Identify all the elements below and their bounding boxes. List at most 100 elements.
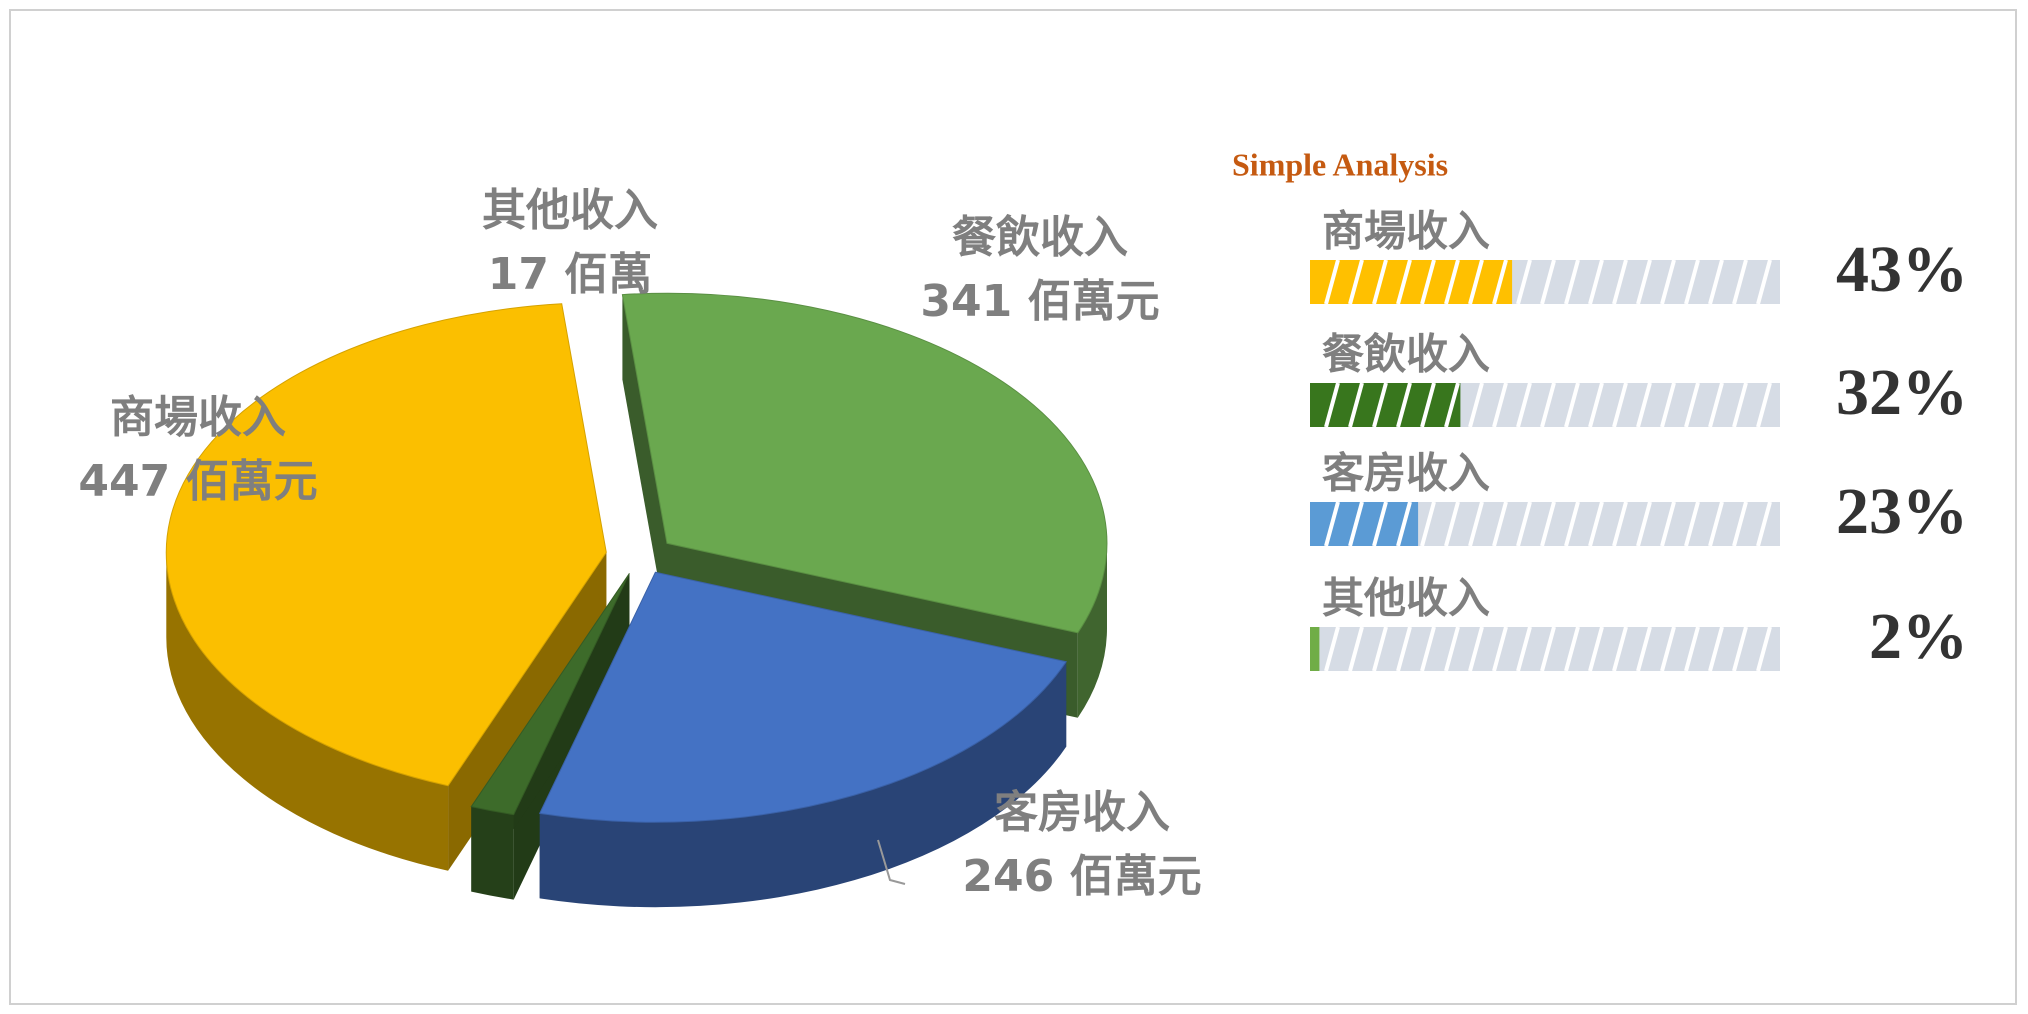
bar-stripe	[1612, 259, 1628, 305]
bar-stripe	[1396, 259, 1412, 305]
slice-label: 商場收入	[110, 392, 286, 443]
bar-stripe	[1324, 382, 1340, 428]
slice-value-label: 447 佰萬元	[78, 456, 317, 507]
bar-stripe	[1468, 626, 1484, 672]
bar-stripe	[1468, 259, 1484, 305]
bar-stripe	[1396, 626, 1412, 672]
slice-label: 客房收入	[994, 787, 1170, 838]
bar-stripe	[1684, 626, 1700, 672]
bar-stripe	[1564, 259, 1580, 305]
bar-stripe	[1516, 626, 1532, 672]
bar-stripe	[1564, 382, 1580, 428]
pie-slice	[165, 303, 607, 787]
slice-value-label: 246 佰萬元	[962, 851, 1201, 902]
bar-stripe	[1324, 626, 1340, 672]
bar-stripe	[1420, 501, 1436, 547]
bar-stripe	[1756, 382, 1772, 428]
bar-stripe	[1756, 501, 1772, 547]
row-label: 其他收入	[1322, 574, 1490, 623]
bar-stripe	[1420, 382, 1436, 428]
slice-label: 其他收入	[482, 185, 658, 236]
bar-stripe	[1660, 501, 1676, 547]
bar-stripe	[1372, 259, 1388, 305]
leader-line	[877, 839, 906, 885]
row-label: 餐飲收入	[1322, 330, 1490, 379]
slice-cut-face	[622, 294, 667, 629]
slice-value-label: 341 佰萬元	[920, 276, 1159, 327]
bar-stripe	[1660, 382, 1676, 428]
bar-stripe	[1612, 501, 1628, 547]
percent-label: 2%	[1869, 600, 1968, 673]
bar-stripe	[1756, 626, 1772, 672]
row-label: 商場收入	[1322, 207, 1490, 256]
bar-stripe	[1516, 382, 1532, 428]
bar-stripe	[1492, 626, 1508, 672]
bar-stripe	[1396, 382, 1412, 428]
slice-side	[1077, 543, 1107, 718]
bar-stripe	[1372, 626, 1388, 672]
panel-title: Simple Analysis	[1232, 146, 1448, 182]
bar-stripe	[1660, 626, 1676, 672]
percent-label: 23%	[1836, 475, 1968, 548]
slice-side	[539, 661, 1067, 908]
slice-value-label: 17 佰萬	[488, 249, 653, 300]
bar-stripe	[1684, 501, 1700, 547]
bar-stripe	[1732, 501, 1748, 547]
bar-stripe	[1732, 259, 1748, 305]
percent-label: 32%	[1836, 356, 1968, 429]
pie-slice	[470, 573, 630, 816]
bar-stripe	[1612, 382, 1628, 428]
bar-stripe	[1396, 501, 1412, 547]
bar-stripe	[1444, 626, 1460, 672]
bar-stripe	[1348, 259, 1364, 305]
bar-stripe	[1324, 501, 1340, 547]
bar	[1310, 627, 1320, 671]
bar-stripe	[1492, 259, 1508, 305]
bar-stripe	[1540, 259, 1556, 305]
bar-stripe	[1588, 626, 1604, 672]
bar-stripe	[1684, 382, 1700, 428]
bar-stripe	[1684, 259, 1700, 305]
bar-stripe	[1708, 259, 1724, 305]
pie-slice	[621, 292, 1108, 634]
bar-stripe	[1636, 626, 1652, 672]
bar-stripe	[1348, 382, 1364, 428]
bar-stripe	[1468, 501, 1484, 547]
bar-stripe	[1612, 626, 1628, 672]
bar-stripe	[1516, 259, 1532, 305]
row-label: 客房收入	[1322, 449, 1490, 498]
bar-stripe	[1420, 626, 1436, 672]
bar-stripe	[1540, 626, 1556, 672]
bar-stripe	[1492, 382, 1508, 428]
bar-stripe	[1732, 382, 1748, 428]
bar-stripe	[1444, 501, 1460, 547]
bar-stripe	[1372, 501, 1388, 547]
bar-stripe	[1444, 382, 1460, 428]
bar-stripe	[1636, 259, 1652, 305]
bar-stripe	[1636, 382, 1652, 428]
bar-stripe	[1588, 501, 1604, 547]
bar-stripe	[1756, 259, 1772, 305]
bar-stripe	[1540, 382, 1556, 428]
slice-label: 餐飲收入	[952, 212, 1128, 263]
bar-stripe	[1564, 626, 1580, 672]
bar-stripe	[1492, 501, 1508, 547]
bar-stripe	[1540, 501, 1556, 547]
pie-slice	[538, 571, 1068, 823]
bar-stripe	[1348, 626, 1364, 672]
bar-stripe	[1468, 382, 1484, 428]
bar-stripe	[1588, 259, 1604, 305]
bar-stripe	[1588, 382, 1604, 428]
bar-stripe	[1372, 382, 1388, 428]
slice-side	[471, 806, 514, 900]
bar-stripe	[1708, 501, 1724, 547]
bar-stripe	[1708, 626, 1724, 672]
slice-side	[166, 552, 449, 871]
bar-stripe	[1324, 259, 1340, 305]
bar-stripe	[1564, 501, 1580, 547]
bar-stripe	[1420, 259, 1436, 305]
bar-stripe	[1660, 259, 1676, 305]
bar-stripe	[1732, 626, 1748, 672]
